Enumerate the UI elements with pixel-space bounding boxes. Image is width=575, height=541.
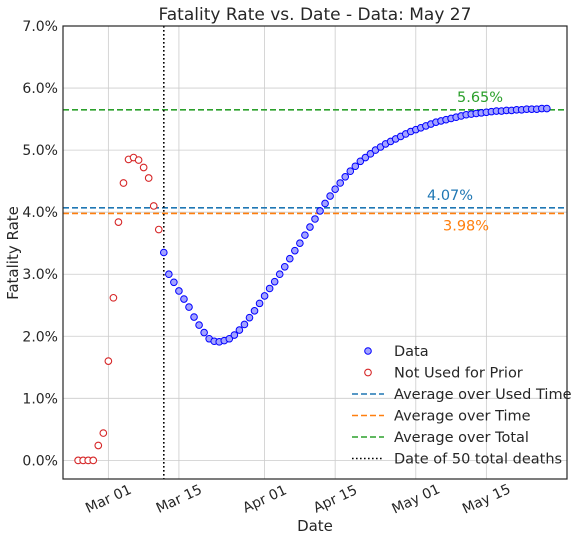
data-point [200, 328, 208, 337]
y-axis-title: Fatality Rate [4, 206, 22, 300]
not-used-point [119, 179, 128, 187]
data-point [170, 278, 178, 287]
data-point [250, 307, 259, 315]
data-point [185, 303, 193, 311]
data-point [321, 199, 329, 208]
data-point [175, 287, 183, 295]
legend-marker-data [364, 347, 372, 355]
data-point [296, 239, 304, 247]
not-used-point [149, 202, 158, 210]
annotation-average-over-total: 5.65% [457, 90, 503, 106]
data-point [326, 192, 334, 200]
y-tick-label: 5.0% [22, 143, 58, 159]
legend-marker-not-used [364, 368, 372, 377]
plot-background [63, 26, 567, 479]
not-used-point [99, 429, 108, 437]
data-point [331, 185, 339, 194]
data-point [275, 270, 284, 279]
data-point [225, 334, 234, 343]
not-used-point [89, 456, 98, 465]
data-point [190, 313, 198, 321]
data-point [341, 172, 350, 181]
legend-label: Data [394, 344, 429, 360]
not-used-point [144, 174, 153, 182]
not-used-point [139, 163, 148, 172]
not-used-point [109, 293, 118, 302]
not-used-point [154, 225, 163, 234]
x-tick-label: Apr 15 [311, 482, 360, 516]
data-point [230, 331, 239, 339]
x-axis-title: Date [297, 517, 333, 535]
y-tick-label: 3.0% [22, 267, 58, 283]
x-axis-ticks: Mar 01 Mar 15 Apr 01 Apr 15 May 01 May 15 [83, 481, 513, 517]
y-tick-label: 6.0% [22, 81, 58, 97]
legend: Data Not Used for Prior Average over Used … [352, 344, 572, 468]
y-tick-label: 2.0% [22, 329, 58, 345]
x-tick-label: Mar 01 [83, 482, 134, 517]
data-point [245, 313, 254, 322]
x-tick-label: May 01 [390, 481, 443, 517]
x-tick-label: Mar 15 [154, 482, 205, 517]
x-tick-label: Apr 01 [240, 482, 289, 516]
data-point [361, 153, 370, 162]
not-used-point [104, 357, 113, 365]
data-point [351, 162, 360, 171]
data-point [255, 299, 264, 308]
legend-label: Not Used for Prior [394, 366, 523, 382]
y-axis-ticks: 0.0% 1.0% 2.0% 3.0% 4.0% 5.0% 6.0% 7.0% [22, 19, 58, 469]
data-point [543, 104, 551, 113]
data-point [286, 254, 294, 263]
data-point [260, 292, 269, 300]
data-point [265, 284, 274, 293]
data-point [160, 248, 168, 257]
legend-label: Average over Time [394, 409, 531, 425]
data-point [240, 320, 249, 329]
data-point [336, 179, 345, 187]
data-point [311, 215, 319, 223]
not-used-point [134, 156, 143, 164]
y-tick-label: 0.0% [22, 453, 58, 469]
data-point [180, 295, 188, 303]
data-point [301, 231, 309, 239]
annotation-average-over-time: 3.98% [443, 218, 489, 234]
data-point [306, 223, 314, 231]
legend-label: Average over Total [394, 430, 529, 446]
chart-title: Fatality Rate vs. Date - Data: May 27 [159, 5, 472, 25]
not-used-point [94, 441, 103, 450]
not-used-point [114, 218, 123, 226]
data-point [195, 321, 203, 329]
data-point [165, 270, 173, 279]
data-point [316, 207, 324, 215]
data-point [366, 150, 375, 158]
annotation-average-over-used-time: 4.07% [427, 188, 473, 204]
data-point [356, 157, 365, 166]
legend-label: Date of 50 total deaths [394, 452, 562, 468]
data-point [270, 277, 279, 286]
data-point [291, 246, 299, 255]
legend-label: Average over Used Time [394, 387, 572, 403]
y-tick-label: 7.0% [22, 19, 58, 35]
data-markers [74, 104, 551, 465]
data-point [235, 326, 244, 334]
y-tick-label: 4.0% [22, 205, 58, 221]
data-point [346, 167, 355, 176]
y-tick-label: 1.0% [22, 391, 58, 407]
x-tick-label: May 15 [460, 481, 513, 517]
data-point [280, 262, 289, 271]
annotations: 4.07% 3.98% 5.65% [427, 90, 503, 235]
plot-frame [62, 25, 568, 480]
